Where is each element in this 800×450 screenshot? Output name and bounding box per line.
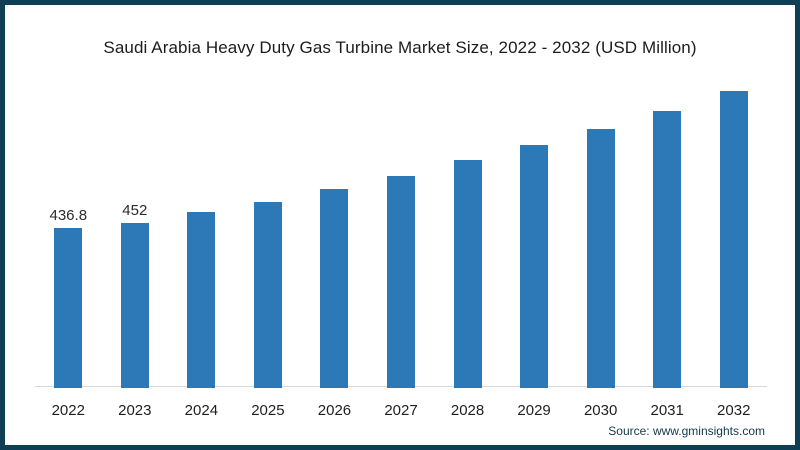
bar-column: 436.8	[35, 66, 102, 388]
x-axis-tick-label: 2023	[118, 402, 152, 419]
x-axis-tick-label: 2027	[384, 402, 418, 419]
bar-column	[168, 66, 235, 388]
bar	[719, 91, 748, 388]
bar-column	[235, 66, 302, 388]
bar	[453, 160, 482, 388]
x-axis-tick-label: 2026	[317, 402, 352, 419]
bar-column	[700, 66, 767, 388]
bar	[187, 212, 216, 388]
x-axis-tick-label: 2029	[517, 402, 551, 419]
plot-area: 436.8 452	[35, 66, 767, 388]
bar-column	[434, 66, 501, 388]
bar-column	[634, 66, 701, 388]
x-axis-tick-label: 2025	[251, 402, 285, 419]
x-axis-tick-label: 2022	[51, 402, 85, 419]
chart-title: Saudi Arabia Heavy Duty Gas Turbine Mark…	[103, 38, 697, 57]
bar-column	[567, 66, 634, 388]
x-axis-tick-label: 2031	[650, 402, 684, 419]
x-axis-tick-label: 2024	[184, 402, 219, 419]
source-text: Source: www.gminsights.com	[608, 424, 765, 438]
bar	[320, 189, 349, 388]
bar	[387, 176, 415, 388]
bar	[520, 145, 549, 388]
bar-value-label: 452	[122, 201, 148, 219]
bar	[653, 111, 682, 388]
bar	[120, 222, 149, 388]
x-axis-tick-label: 2032	[717, 402, 751, 419]
bar-column: 452	[102, 66, 169, 388]
bar	[253, 202, 282, 388]
bar-column	[301, 66, 368, 388]
bar-column	[368, 66, 435, 388]
bar-value-label: 436.8	[49, 207, 88, 225]
x-axis-labels: 2022 2023 2024 2025 2026 2027 2028 2029 2030 2031…	[35, 402, 767, 419]
x-axis-tick-label: 2030	[583, 402, 618, 419]
x-axis-tick-label: 2028	[450, 402, 485, 419]
bar	[586, 129, 615, 388]
bar	[54, 228, 83, 388]
bar-column	[501, 66, 568, 388]
